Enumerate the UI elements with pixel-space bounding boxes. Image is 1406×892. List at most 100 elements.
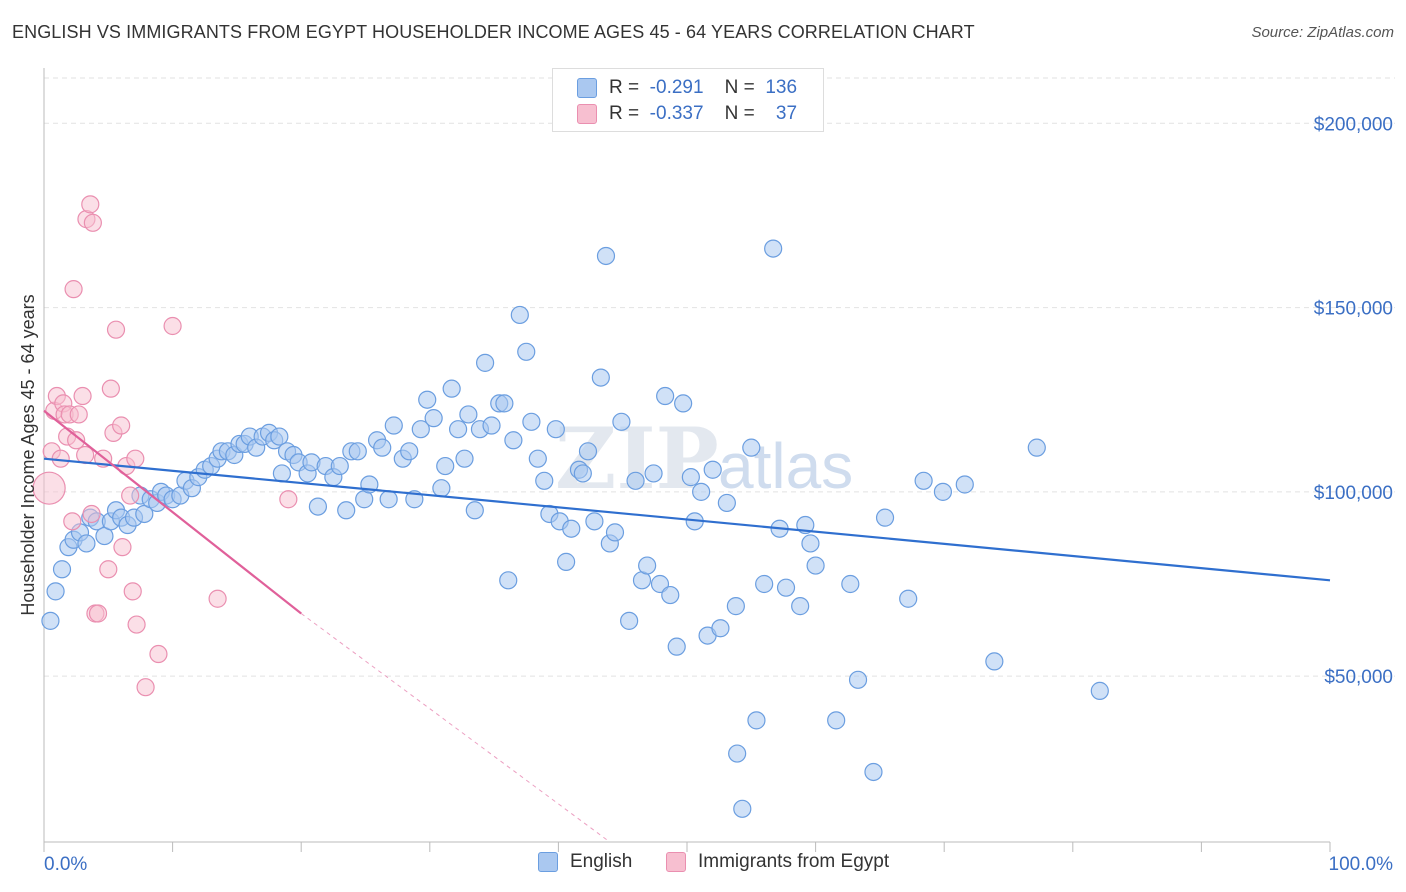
egypt-point: [83, 213, 102, 232]
english-point: [717, 493, 736, 513]
correlation-legend: R = -0.291 N = 136 R = -0.337 N = 37: [552, 68, 824, 132]
english-trend-line: [43, 457, 1331, 582]
legend-n-label: N =: [724, 103, 755, 124]
y-tick-label: $100,000: [1314, 483, 1393, 504]
english-point: [510, 305, 529, 325]
legend-row-egypt: R = -0.337 N = 37: [553, 101, 797, 127]
english-point: [827, 711, 846, 730]
english-point: [638, 556, 657, 575]
english-point: [728, 744, 747, 763]
egypt-point: [32, 471, 66, 505]
english-point: [747, 711, 766, 730]
egypt-point: [163, 316, 182, 336]
english-point: [985, 652, 1004, 671]
english-point: [864, 762, 883, 782]
english-point: [400, 442, 419, 461]
english-point: [562, 519, 581, 538]
english-point: [272, 464, 292, 483]
egypt-point: [67, 431, 86, 450]
english-point: [656, 386, 675, 406]
english-point: [899, 589, 918, 608]
english-points: [41, 239, 1109, 818]
series-legend: English Immigrants from Egypt: [0, 851, 1406, 879]
egypt-point: [208, 589, 227, 608]
english-swatch: [538, 852, 558, 872]
english-point: [612, 412, 631, 431]
english-point: [726, 597, 745, 616]
axis-labels: $50,000 $100,000 $150,000 $200,000 0.0% 100.0…: [18, 114, 1393, 875]
y-axis-title: Householder Income Ages 45 - 64 years: [18, 294, 38, 615]
y-tick-label: $200,000: [1314, 114, 1393, 135]
english-point: [848, 670, 868, 689]
english-point: [459, 405, 478, 424]
legend-n-value: 136: [765, 77, 798, 98]
english-point: [436, 456, 455, 476]
egypt-point: [279, 490, 298, 509]
english-point: [776, 578, 796, 597]
english-point: [384, 416, 403, 435]
x-tick-label: 100.0%: [1329, 854, 1394, 875]
egypt-point: [127, 615, 146, 634]
english-point: [517, 342, 536, 361]
english-point: [411, 420, 430, 439]
english-point: [692, 482, 711, 501]
english-point: [46, 582, 65, 601]
english-point: [504, 431, 523, 450]
english-point: [605, 523, 625, 542]
english-point: [841, 574, 860, 594]
watermark-zip: ZIP: [555, 409, 719, 508]
english-point: [620, 611, 639, 630]
legend-r-value: -0.337: [649, 103, 704, 124]
english-point: [495, 394, 514, 413]
trend-lines: [43, 409, 1331, 843]
egypt-point: [88, 604, 108, 623]
english-point: [455, 449, 474, 468]
english-point: [424, 409, 443, 428]
egypt-point: [101, 379, 120, 398]
english-point: [482, 416, 501, 435]
english-point: [626, 471, 645, 490]
watermark: ZIP atlas: [555, 409, 853, 508]
english-point: [674, 394, 693, 413]
english-point: [733, 799, 752, 818]
english-point: [585, 512, 604, 531]
grid-lines: [44, 77, 1395, 677]
english-swatch: [577, 78, 597, 98]
egypt-point: [106, 320, 126, 339]
legend-row-english: R = -0.291 N = 136: [553, 75, 797, 101]
english-point: [591, 368, 610, 387]
english-point: [432, 479, 451, 498]
english-point: [348, 442, 367, 461]
english-point: [270, 427, 289, 446]
english-point: [742, 438, 761, 457]
english-point: [330, 456, 349, 476]
egypt-point: [81, 195, 100, 214]
english-point: [379, 490, 398, 509]
english-point: [52, 560, 72, 579]
english-point: [337, 501, 356, 520]
english-point: [875, 508, 895, 527]
english-point: [644, 464, 663, 483]
english-point: [535, 471, 554, 490]
egypt-point: [112, 416, 131, 435]
english-point: [578, 442, 598, 461]
english-point: [442, 379, 461, 398]
english-point: [448, 420, 468, 439]
english-point: [955, 475, 974, 494]
english-point: [764, 239, 783, 258]
english-point: [755, 574, 774, 594]
chart-title: ENGLISH VS IMMIGRANTS FROM EGYPT HOUSEHO…: [12, 22, 975, 42]
egypt-point: [113, 538, 132, 557]
egypt-point: [136, 678, 155, 697]
legend-item-egypt: Immigrants from Egypt: [666, 851, 889, 873]
english-point: [546, 420, 565, 439]
english-point: [308, 497, 328, 516]
english-point: [596, 246, 616, 266]
egypt-point: [64, 280, 83, 299]
legend-r-label: R =: [609, 103, 640, 124]
english-point: [806, 556, 825, 575]
egypt-point: [123, 582, 142, 601]
y-tick-label: $50,000: [1324, 667, 1393, 688]
egypt-point: [126, 449, 145, 468]
